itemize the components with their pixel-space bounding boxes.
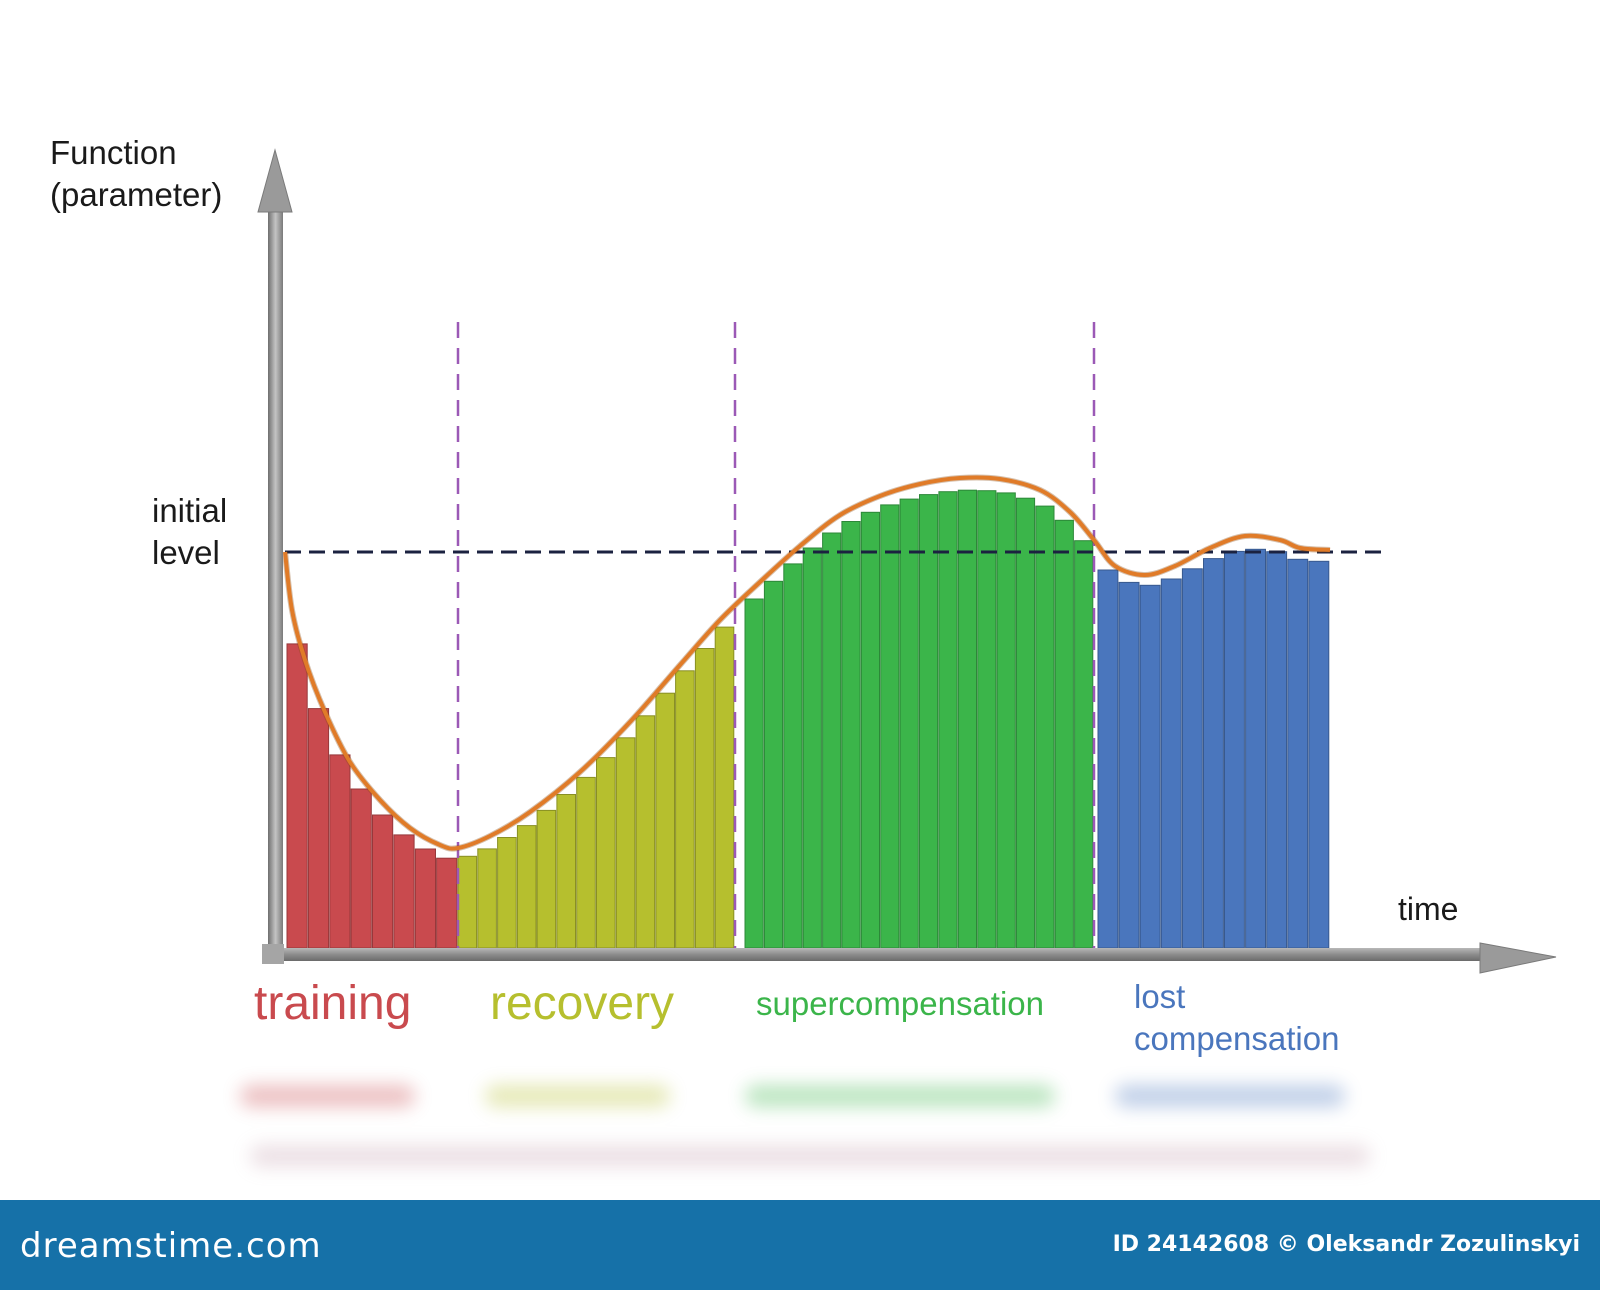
bar-training-8: [436, 857, 458, 949]
initial-level-label-line2: level: [152, 534, 220, 571]
bar-supercompensation-9: [899, 498, 919, 949]
bar-recovery-1: [457, 855, 478, 949]
bar-training-6: [393, 834, 415, 949]
bar-supercompensation-3: [783, 563, 803, 949]
bar-supercompensation-15: [1015, 497, 1036, 949]
bar-recovery-6: [556, 794, 577, 949]
brand-logo: dreamstime.com: [20, 1226, 322, 1266]
phase-label-supercompensation: supercompensation: [756, 985, 1045, 1022]
bar-lost-10: [1287, 558, 1309, 949]
bar-lost-5: [1181, 568, 1203, 949]
footer-bar: dreamstime.com ID 24142608 © Oleksandr Z…: [0, 1200, 1600, 1290]
bar-recovery-2: [477, 848, 497, 949]
bar-training-2: [307, 708, 330, 949]
bar-supercompensation-5: [822, 532, 842, 949]
bar-supercompensation-13: [977, 490, 997, 949]
x-axis-label: time: [1398, 891, 1459, 927]
bar-recovery-14: [714, 626, 735, 949]
blurred-reflection: [230, 1085, 1380, 1180]
bar-supercompensation-17: [1054, 519, 1074, 949]
y-axis-arrowhead: [257, 148, 293, 213]
bar-recovery-13: [694, 648, 715, 949]
initial-level-label-line1: initial: [152, 492, 228, 529]
phase-label-recovery: recovery: [490, 977, 675, 1030]
bar-supercompensation-11: [938, 491, 958, 949]
phase-label-lost-line2: compensation: [1134, 1020, 1340, 1057]
bar-recovery-5: [536, 809, 557, 949]
bar-lost-1: [1097, 569, 1119, 949]
bar-supercompensation-18: [1074, 540, 1094, 949]
bar-supercompensation-7: [860, 511, 880, 949]
bar-recovery-7: [576, 776, 596, 949]
bar-training-7: [414, 848, 436, 949]
bar-recovery-3: [497, 837, 517, 949]
bar-training-3: [329, 754, 351, 949]
bar-training-5: [372, 814, 394, 949]
bar-recovery-10: [635, 715, 656, 949]
x-axis-shaft: [262, 948, 1484, 961]
phase-label-training: training: [254, 977, 412, 1030]
initial-level-label: initial level: [152, 490, 227, 574]
y-axis-label-line2: (parameter): [50, 176, 223, 213]
bar-supercompensation-1: [744, 598, 764, 949]
bar-supercompensation-12: [957, 489, 977, 949]
bar-lost-9: [1266, 551, 1288, 949]
bar-lost-7: [1224, 550, 1245, 949]
bar-supercompensation-4: [802, 547, 822, 949]
bar-lost-11: [1308, 560, 1330, 949]
x-axis-arrowhead: [1479, 942, 1557, 974]
bar-recovery-11: [655, 692, 676, 949]
axis-origin-block: [262, 944, 284, 964]
bar-supercompensation-16: [1035, 505, 1055, 949]
y-axis-shaft: [268, 205, 283, 957]
bar-supercompensation-6: [841, 521, 861, 949]
bar-lost-6: [1203, 558, 1224, 949]
bar-supercompensation-10: [919, 494, 939, 949]
bar-training-4: [350, 788, 372, 949]
supercompensation-diagram: [257, 148, 1557, 974]
bar-training-1: [286, 643, 308, 949]
function-curve: [283, 475, 1331, 851]
bar-supercompensation-14: [996, 492, 1016, 949]
image-credit: ID 24142608 © Oleksandr Zozulinskyi: [1112, 1232, 1580, 1257]
y-axis-label: Function (parameter): [50, 132, 222, 216]
phase-label-lost-compensation: lost compensation: [1134, 976, 1339, 1060]
phase-label-lost-line1: lost: [1134, 978, 1186, 1015]
bar-lost-8: [1245, 548, 1266, 949]
bar-recovery-12: [675, 670, 695, 949]
bars-group: [286, 489, 1330, 949]
bar-supercompensation-8: [880, 504, 900, 949]
bar-supercompensation-2: [763, 580, 784, 949]
bar-recovery-4: [516, 825, 537, 949]
y-axis-label-line1: Function: [50, 134, 177, 171]
bar-recovery-8: [596, 757, 616, 949]
bar-lost-2: [1118, 581, 1140, 949]
bar-recovery-9: [615, 737, 636, 949]
bar-lost-3: [1139, 584, 1161, 949]
bar-lost-4: [1160, 578, 1182, 949]
